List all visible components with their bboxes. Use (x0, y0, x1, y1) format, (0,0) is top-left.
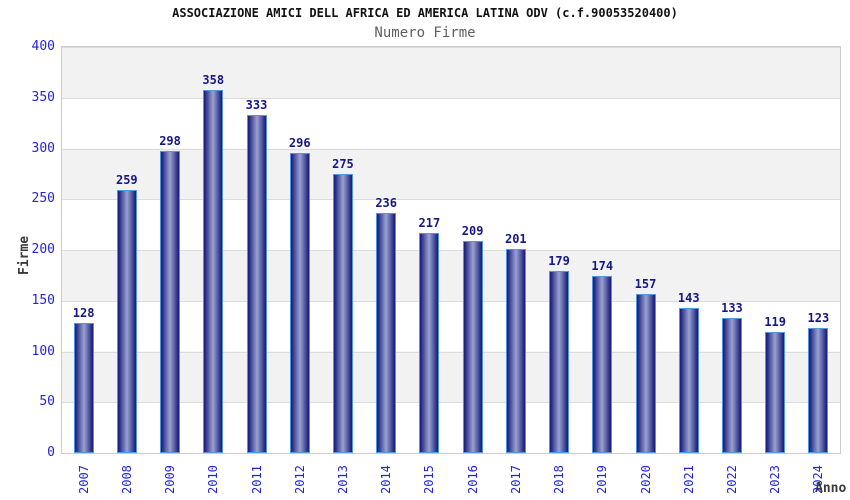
bar-value-label: 209 (461, 223, 484, 238)
x-tick-label: 2021 (681, 465, 696, 494)
gridline (62, 250, 840, 251)
bar (203, 89, 224, 453)
gridline (62, 199, 840, 201)
x-tick-label: 2010 (206, 465, 221, 494)
y-tick-label: 350 (31, 89, 55, 105)
gridline (62, 300, 840, 302)
bar (765, 332, 786, 453)
bar (549, 271, 570, 453)
x-tick-label: 2020 (638, 465, 653, 494)
bar-value-label: 119 (764, 315, 786, 330)
gridline (62, 351, 840, 353)
plot-area (62, 47, 840, 453)
bar (376, 213, 397, 453)
x-tick-label: 2024 (811, 465, 826, 494)
y-tick-label: 300 (31, 140, 55, 156)
bar-value-label: 333 (245, 98, 268, 112)
y-tick-label: 50 (39, 394, 55, 410)
x-tick-label: 2019 (595, 465, 610, 494)
bar-value-label: 217 (418, 215, 441, 230)
bar-value-label: 133 (721, 301, 743, 315)
bar-value-label: 275 (332, 156, 354, 171)
bar-value-label: 123 (807, 311, 830, 326)
bar (462, 240, 483, 453)
gridline (62, 148, 840, 150)
x-tick-label: 2014 (379, 465, 394, 494)
x-tick-label: 2017 (508, 465, 523, 494)
bar-value-label: 259 (115, 173, 138, 188)
bar (721, 318, 742, 453)
bar (73, 323, 94, 453)
x-tick-label: 2013 (335, 465, 350, 494)
gridline (62, 402, 840, 404)
bar (592, 276, 613, 453)
x-tick-label: 2015 (422, 465, 437, 494)
chart-subtitle: Numero Firme (374, 25, 476, 41)
x-tick-label: 2012 (292, 465, 307, 494)
bar-value-label: 201 (504, 231, 527, 246)
bar-value-label: 157 (634, 276, 657, 291)
x-tick-label: 2011 (249, 465, 264, 494)
x-tick-label: 2022 (724, 465, 739, 494)
y-tick-label: 100 (31, 343, 55, 359)
y-tick-label: 400 (31, 39, 55, 54)
bar-value-label: 236 (375, 196, 397, 211)
bar-value-label: 128 (72, 306, 95, 321)
y-tick-label: 200 (31, 242, 55, 257)
bar (678, 307, 699, 453)
x-tick-label: 2016 (465, 465, 480, 494)
bar-value-label: 358 (202, 72, 225, 87)
gridline (62, 97, 840, 99)
bar (808, 328, 829, 453)
gridline (62, 47, 840, 48)
chart-title: ASSOCIAZIONE AMICI DELL AFRICA ED AMERIC… (172, 6, 678, 20)
bar-value-label: 298 (159, 133, 181, 148)
x-tick-label: 2008 (119, 465, 134, 494)
x-tick-label: 2018 (552, 465, 567, 494)
bar (505, 249, 526, 453)
bar (289, 152, 310, 453)
bar (419, 232, 440, 453)
bar (116, 190, 137, 453)
bar-value-label: 296 (288, 135, 311, 150)
bar (246, 115, 267, 453)
bar-value-label: 143 (677, 290, 700, 305)
y-tick-label: 250 (31, 191, 55, 207)
x-tick-label: 2009 (163, 465, 178, 494)
y-tick-label: 150 (31, 292, 55, 308)
bar-value-label: 174 (591, 259, 614, 274)
x-axis-label: Anno (815, 481, 847, 496)
x-tick-label: 2007 (76, 465, 91, 494)
bar (160, 150, 181, 453)
bar-value-label: 179 (548, 254, 570, 269)
bar (332, 173, 353, 453)
y-tick-label: 0 (47, 445, 55, 460)
bar (635, 293, 656, 453)
x-tick-label: 2023 (768, 465, 783, 494)
